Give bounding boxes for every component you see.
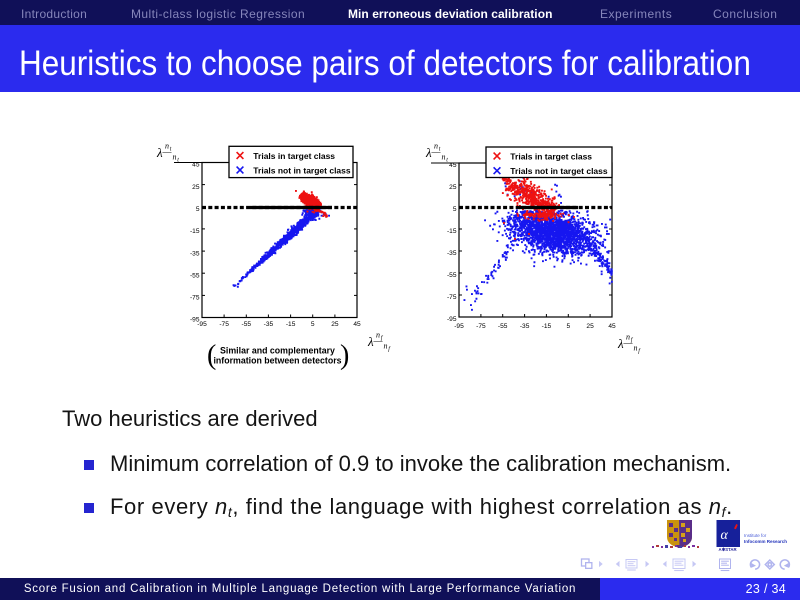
svg-text:-15: -15 xyxy=(542,323,552,330)
svg-text:f: f xyxy=(631,337,634,344)
svg-text:-55: -55 xyxy=(498,323,508,330)
svg-text:25: 25 xyxy=(586,323,594,330)
svg-text:f: f xyxy=(388,346,391,353)
svg-text:Trials in target class: Trials in target class xyxy=(253,151,335,161)
svg-text:Institute for: Institute for xyxy=(744,533,767,538)
svg-text:λ: λ xyxy=(617,336,624,351)
svg-text:(: ( xyxy=(207,340,216,371)
svg-text:-55: -55 xyxy=(190,272,200,279)
svg-text:25: 25 xyxy=(331,321,339,328)
svg-text:f: f xyxy=(381,335,384,342)
svg-text:45: 45 xyxy=(353,321,361,328)
svg-text:-35: -35 xyxy=(190,250,200,257)
svg-text:25: 25 xyxy=(449,184,457,191)
svg-text:n: n xyxy=(634,344,638,353)
svg-text:-35: -35 xyxy=(520,323,530,330)
svg-text:A✱STAR: A✱STAR xyxy=(719,547,738,552)
svg-text:Trials not in target class: Trials not in target class xyxy=(510,166,608,176)
svg-text:5: 5 xyxy=(196,206,200,213)
svg-text:n: n xyxy=(376,331,380,340)
svg-text:n: n xyxy=(384,342,388,351)
svg-text:-35: -35 xyxy=(264,321,274,328)
svg-text:n: n xyxy=(626,333,630,342)
svg-text:λ: λ xyxy=(367,334,374,349)
svg-text:5: 5 xyxy=(311,321,315,328)
svg-text:—: — xyxy=(162,147,173,157)
svg-text:-75: -75 xyxy=(476,323,486,330)
svg-text:25: 25 xyxy=(192,184,200,191)
svg-text:—: — xyxy=(373,336,384,346)
svg-text:45: 45 xyxy=(192,162,200,169)
svg-text:n: n xyxy=(442,153,446,162)
svg-text:5: 5 xyxy=(566,323,570,330)
svg-text:information between detectors: information between detectors xyxy=(213,356,341,366)
svg-text:-75: -75 xyxy=(447,294,457,301)
svg-text:-95: -95 xyxy=(197,321,207,328)
svg-text:t: t xyxy=(446,158,448,164)
svg-text:n: n xyxy=(434,142,438,151)
svg-text:-55: -55 xyxy=(242,321,252,328)
svg-text:): ) xyxy=(340,340,349,371)
svg-text:-75: -75 xyxy=(190,295,200,302)
svg-text:λ: λ xyxy=(156,145,163,160)
svg-text:—: — xyxy=(623,338,634,348)
svg-text:Trials in target class: Trials in target class xyxy=(510,151,592,161)
svg-text:n: n xyxy=(173,153,177,162)
svg-text:Infocomm Research: Infocomm Research xyxy=(744,539,787,544)
svg-text:t: t xyxy=(177,158,179,164)
svg-text:Similar and complementary: Similar and complementary xyxy=(220,346,335,356)
svg-text:-15: -15 xyxy=(447,228,457,235)
svg-text:λ: λ xyxy=(425,145,432,160)
svg-text:45: 45 xyxy=(608,323,616,330)
svg-text:-95: -95 xyxy=(190,317,200,324)
svg-text:5: 5 xyxy=(453,206,457,213)
svg-text:n: n xyxy=(165,142,169,151)
svg-text:-55: -55 xyxy=(447,272,457,279)
svg-text:-35: -35 xyxy=(447,250,457,257)
svg-text:-15: -15 xyxy=(190,228,200,235)
svg-text:α: α xyxy=(721,528,729,543)
svg-text:f: f xyxy=(638,348,641,355)
svg-text:-75: -75 xyxy=(219,321,229,328)
svg-text:t: t xyxy=(170,147,172,153)
svg-text:-95: -95 xyxy=(454,323,464,330)
svg-text:-15: -15 xyxy=(286,321,296,328)
svg-text:45: 45 xyxy=(449,162,457,169)
svg-text:Trials not in target class: Trials not in target class xyxy=(253,165,351,175)
svg-text:-95: -95 xyxy=(447,316,457,323)
svg-text:—: — xyxy=(431,147,442,157)
svg-text:t: t xyxy=(439,147,441,153)
